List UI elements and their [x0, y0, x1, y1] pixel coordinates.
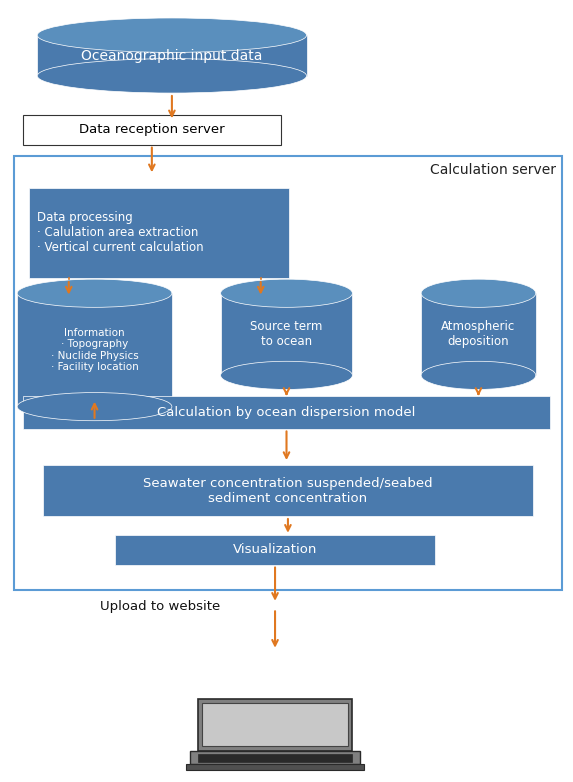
Bar — [221, 293, 352, 375]
Text: Seawater concentration suspended/seabed
sediment concentration: Seawater concentration suspended/seabed … — [143, 477, 433, 504]
FancyBboxPatch shape — [115, 535, 435, 565]
Text: Oceanographic input data: Oceanographic input data — [81, 48, 262, 63]
Bar — [37, 35, 307, 76]
Text: Calculation by ocean dispersion model: Calculation by ocean dispersion model — [158, 406, 415, 418]
Ellipse shape — [17, 279, 172, 307]
Text: Visualization: Visualization — [233, 543, 317, 556]
Text: Upload to website: Upload to website — [100, 600, 221, 613]
Ellipse shape — [221, 361, 352, 389]
FancyBboxPatch shape — [29, 188, 289, 278]
FancyBboxPatch shape — [202, 703, 348, 746]
FancyBboxPatch shape — [190, 751, 360, 764]
Text: Source term
to ocean: Source term to ocean — [250, 321, 323, 348]
FancyBboxPatch shape — [198, 754, 352, 762]
FancyBboxPatch shape — [43, 465, 533, 516]
Text: Calculation server: Calculation server — [430, 163, 556, 177]
Bar — [421, 293, 536, 375]
Text: Atmospheric
deposition: Atmospheric deposition — [441, 321, 516, 348]
FancyBboxPatch shape — [198, 698, 352, 751]
FancyBboxPatch shape — [23, 396, 550, 429]
Ellipse shape — [421, 279, 536, 307]
FancyBboxPatch shape — [14, 156, 562, 590]
Ellipse shape — [37, 59, 307, 93]
FancyBboxPatch shape — [23, 115, 281, 145]
Ellipse shape — [17, 393, 172, 421]
Ellipse shape — [221, 279, 352, 307]
Ellipse shape — [37, 18, 307, 52]
Bar — [17, 293, 172, 407]
Text: Information
· Topography
· Nuclide Physics
· Facility location: Information · Topography · Nuclide Physi… — [50, 328, 139, 372]
FancyBboxPatch shape — [186, 764, 364, 769]
Text: Data reception server: Data reception server — [79, 124, 225, 136]
Text: Data processing
· Calulation area extraction
· Vertical current calculation: Data processing · Calulation area extrac… — [37, 211, 204, 254]
Ellipse shape — [421, 361, 536, 389]
